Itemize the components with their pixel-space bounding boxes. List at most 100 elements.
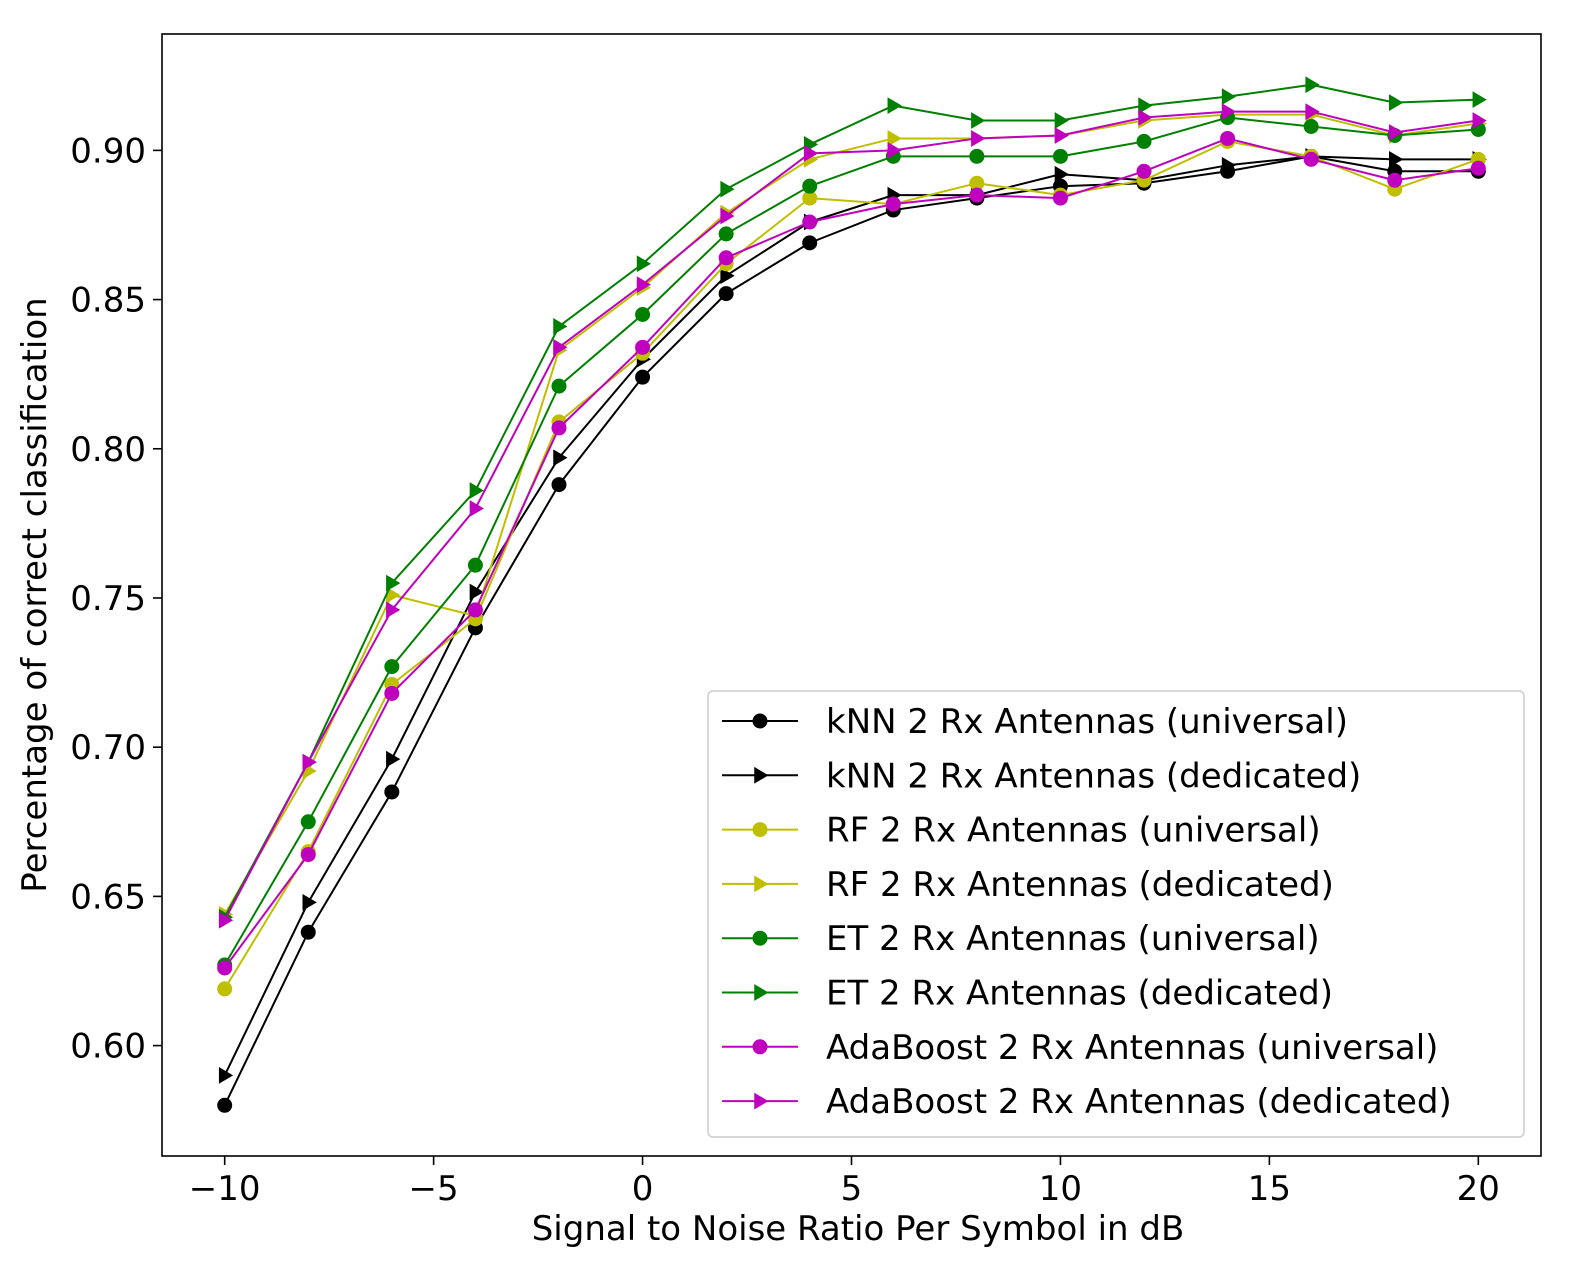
data-point (1136, 163, 1152, 179)
data-point (218, 911, 234, 929)
data-point (1054, 112, 1069, 129)
data-point (718, 226, 734, 242)
data-point (1305, 103, 1320, 120)
data-point (885, 196, 901, 212)
y-tick-label: 0.75 (70, 579, 146, 619)
data-point (469, 583, 484, 601)
data-point (1054, 127, 1069, 144)
series-line (223, 137, 1479, 969)
data-point (1387, 172, 1403, 188)
data-point (551, 477, 567, 493)
data-point (384, 659, 400, 675)
data-point (971, 130, 986, 147)
data-point (300, 847, 316, 863)
data-point (1472, 91, 1487, 109)
data-point (887, 97, 902, 114)
x-tick-label: 0 (632, 1169, 654, 1209)
legend-entry: ET 2 Rx Antennas (universal) (722, 919, 1320, 959)
y-tick-label: 0.85 (70, 281, 146, 321)
data-point (971, 112, 986, 129)
data-point (218, 1067, 234, 1084)
legend-marker (752, 930, 768, 946)
legend-label: ET 2 Rx Antennas (dedicated) (826, 974, 1333, 1014)
data-point (1138, 109, 1153, 126)
data-point (635, 307, 651, 322)
legend-marker (754, 766, 769, 784)
data-point (636, 276, 652, 294)
data-point (802, 235, 818, 251)
data-point (887, 142, 902, 159)
data-point (469, 500, 484, 517)
legend-marker (754, 1092, 769, 1110)
data-point (300, 814, 316, 830)
data-point (1388, 94, 1404, 112)
data-point (1136, 133, 1152, 149)
data-point (718, 250, 734, 266)
data-point (467, 557, 483, 573)
data-point (720, 207, 735, 225)
y-tick-label: 0.80 (70, 430, 146, 470)
y-tick-label: 0.65 (70, 877, 146, 917)
legend-label: kNN 2 Rx Antennas (universal) (826, 702, 1348, 742)
x-tick-label: 10 (1039, 1169, 1082, 1209)
data-point (467, 602, 483, 618)
data-point (217, 960, 233, 976)
y-axis: 0.60 0.65 0.70 0.75 0.80 0.85 0.90 (70, 131, 162, 1067)
data-point (384, 784, 400, 800)
data-point (887, 130, 902, 147)
data-point (1054, 165, 1069, 183)
data-point (969, 187, 985, 203)
legend-label: RF 2 Rx Antennas (dedicated) (826, 865, 1334, 905)
legend-entry: ET 2 Rx Antennas (dedicated) (722, 974, 1333, 1014)
legend-label: kNN 2 Rx Antennas (dedicated) (826, 756, 1361, 796)
y-tick-label: 0.60 (70, 1027, 146, 1067)
x-axis-label: Signal to Noise Ratio Per Symbol in dB (532, 1209, 1185, 1249)
series-line (223, 155, 1479, 1076)
legend-marker (752, 1039, 768, 1055)
data-point (1472, 112, 1487, 129)
data-point (969, 148, 985, 164)
data-point (217, 981, 233, 997)
legend-entry: RF 2 Rx Antennas (dedicated) (722, 865, 1334, 905)
data-point (1221, 103, 1237, 120)
legend-entry: AdaBoost 2 Rx Antennas (dedicated) (722, 1082, 1452, 1122)
data-point (718, 286, 734, 302)
series-line (223, 155, 1479, 1106)
data-point (1470, 160, 1486, 176)
legend-marker (752, 713, 768, 729)
data-point (386, 601, 401, 619)
data-point (1052, 148, 1068, 164)
series-layer (217, 76, 1487, 1113)
legend-marker (752, 822, 768, 838)
legend-entry: AdaBoost 2 Rx Antennas (universal) (722, 1028, 1438, 1068)
legend-entry: kNN 2 Rx Antennas (dedicated) (722, 756, 1361, 796)
series-7 (217, 130, 1486, 976)
legend-marker (754, 984, 769, 1001)
legend-entry: RF 2 Rx Antennas (universal) (722, 811, 1321, 851)
series-line (223, 110, 1479, 921)
data-point (802, 178, 818, 194)
data-point (1303, 119, 1319, 135)
x-axis: −10 −5 0 5 10 15 20 (189, 1156, 1500, 1209)
data-point (469, 482, 484, 499)
legend-label: AdaBoost 2 Rx Antennas (dedicated) (826, 1082, 1452, 1122)
data-point (386, 574, 401, 592)
legend-label: AdaBoost 2 Rx Antennas (universal) (826, 1028, 1438, 1068)
data-point (1388, 150, 1404, 168)
data-point (803, 144, 819, 162)
legend-entry: kNN 2 Rx Antennas (universal) (722, 702, 1348, 742)
data-point (1220, 130, 1236, 146)
series-line (223, 83, 1479, 918)
x-tick-label: −5 (409, 1169, 459, 1209)
data-point (553, 449, 568, 467)
data-point (300, 924, 316, 940)
x-tick-label: 15 (1248, 1169, 1291, 1209)
data-point (551, 378, 567, 394)
data-point (1388, 124, 1404, 141)
data-point (1138, 97, 1153, 114)
x-tick-label: −10 (189, 1169, 261, 1209)
data-point (802, 214, 818, 230)
data-point (1221, 88, 1237, 106)
data-point (302, 893, 317, 911)
